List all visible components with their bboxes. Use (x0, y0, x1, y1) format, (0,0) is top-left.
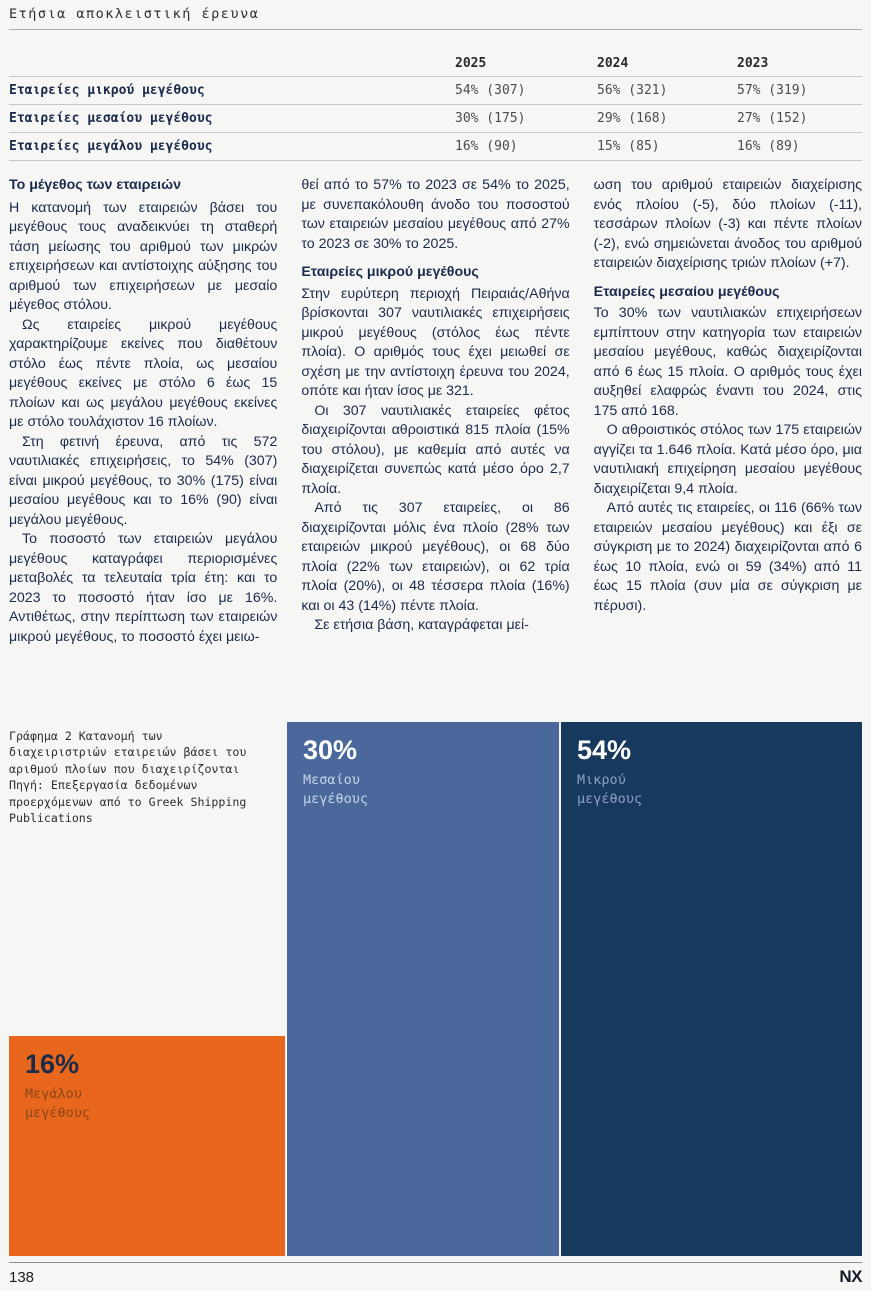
paragraph: Το ποσοστό των εταιρειών μεγάλου μεγέθου… (9, 531, 278, 645)
paragraph: Το 30% των ναυτιλιακών επιχειρήσεων εμπί… (593, 305, 862, 419)
treemap-block-medium: 30% Μεσαίου μεγέθους (287, 722, 559, 1256)
table-cell: 56% (321) (597, 83, 668, 98)
article-heading-small-companies: Εταιρείες μικρού μεγέθους (301, 264, 479, 280)
paragraph: ωση του αριθμού εταιρειών διαχείρισης εν… (593, 177, 862, 271)
table-cell: 30% (175) (455, 111, 526, 126)
table-row-small-companies: Εταιρείες μικρού μεγέθους 54% (307) 56% … (9, 76, 862, 104)
paragraph: θεί από το 57% το 2023 σε 54% το 2025, μ… (301, 177, 570, 252)
table-row-label: Εταιρείες μεγάλου μεγέθους (9, 139, 213, 154)
table-year-2024: 2024 (597, 55, 629, 71)
table-cell: 27% (152) (737, 111, 808, 126)
treemap-pct-small: 54% (577, 735, 632, 765)
treemap-chart: Γράφημα 2 Κατανομή των διαχειριστριών ετ… (9, 722, 862, 1256)
table-row-label: Εταιρείες μεσαίου μεγέθους (9, 111, 213, 126)
chart-caption-title: Γράφημα 2 Κατανομή των διαχειριστριών ετ… (9, 729, 247, 776)
table-cell: 57% (319) (737, 83, 808, 98)
article-column-2: θεί από το 57% το 2023 σε 54% το 2025, μ… (301, 176, 569, 704)
paragraph: Ως εταιρείες μικρού μεγέθους χαρακτηρίζο… (9, 316, 278, 431)
treemap-pct-large: 16% (25, 1049, 80, 1079)
table-cell: 15% (85) (597, 139, 660, 154)
page-number: 138 (9, 1269, 35, 1286)
chart-caption: Γράφημα 2 Κατανομή των διαχειριστριών ετ… (9, 722, 285, 1034)
table-cell: 29% (168) (597, 111, 668, 126)
article-body: Το μέγεθος των εταιρειών Η κατανομή των … (9, 176, 862, 704)
article-column-1: Το μέγεθος των εταιρειών Η κατανομή των … (9, 176, 277, 704)
paragraph: Από τις 307 εταιρείες, οι 86 διαχειρίζον… (301, 500, 570, 614)
treemap-label-small: Μικρού μεγέθους (577, 772, 643, 807)
table-cell: 16% (90) (455, 139, 518, 154)
nx-logo: NX (839, 1267, 862, 1286)
paragraph: Οι 307 ναυτιλιακές εταιρείες φέτος διαχε… (301, 402, 570, 497)
article-heading-company-size: Το μέγεθος των εταιρειών (9, 177, 181, 193)
treemap-label-large: Μεγάλου μεγέθους (25, 1086, 91, 1121)
chart-caption-source: Πηγή: Επεξεργασία δεδομένων προερχόμενων… (9, 778, 247, 826)
table-year-2025: 2025 (455, 55, 487, 71)
treemap-pct-medium: 30% (303, 735, 358, 765)
table-year-2023: 2023 (737, 55, 769, 71)
paragraph: Στην ευρύτερη περιοχή Πειραιάς/Αθήνα βρί… (301, 285, 570, 400)
paragraph: Ο αθροιστικός στόλος των 175 εταιρειών α… (593, 422, 862, 497)
treemap-block-small: 54% Μικρού μεγέθους (561, 722, 862, 1256)
paragraph: Η κατανομή των εταιρειών βάσει του μεγέθ… (9, 199, 278, 314)
table-row-medium-companies: Εταιρείες μεσαίου μεγέθους 30% (175) 29%… (9, 104, 862, 132)
page-header: Ετήσια αποκλειστική έρευνα (9, 6, 862, 30)
table-cell: 16% (89) (737, 139, 800, 154)
treemap-label-medium: Μεσαίου μεγέθους (303, 772, 369, 807)
fleet-size-table: 2025 2024 2023 Εταιρείες μικρού μεγέθους… (9, 50, 862, 161)
paragraph: Σε ετήσια βάση, καταγράφεται μεί- (314, 617, 529, 633)
table-cell: 54% (307) (455, 83, 526, 98)
article-heading-medium-companies: Εταιρείες μεσαίου μεγέθους (593, 283, 780, 300)
section-title: Ετήσια αποκλειστική έρευνα (9, 6, 260, 22)
paragraph: Στη φετινή έρευνα, από τις 572 ναυτιλιακ… (9, 433, 278, 528)
article-column-3: ωση του αριθμού εταιρειών διαχείρισης εν… (594, 176, 862, 704)
treemap-block-large: 16% Μεγάλου μεγέθους (9, 1036, 285, 1256)
page-footer: 138 NX (9, 1262, 862, 1287)
table-header-row: 2025 2024 2023 (9, 50, 862, 76)
table-row-large-companies: Εταιρείες μεγάλου μεγέθους 16% (90) 15% … (9, 132, 862, 160)
table-row-label: Εταιρείες μικρού μεγέθους (9, 83, 205, 98)
paragraph: Από αυτές τις εταιρείες, οι 116 (66% των… (593, 500, 862, 614)
